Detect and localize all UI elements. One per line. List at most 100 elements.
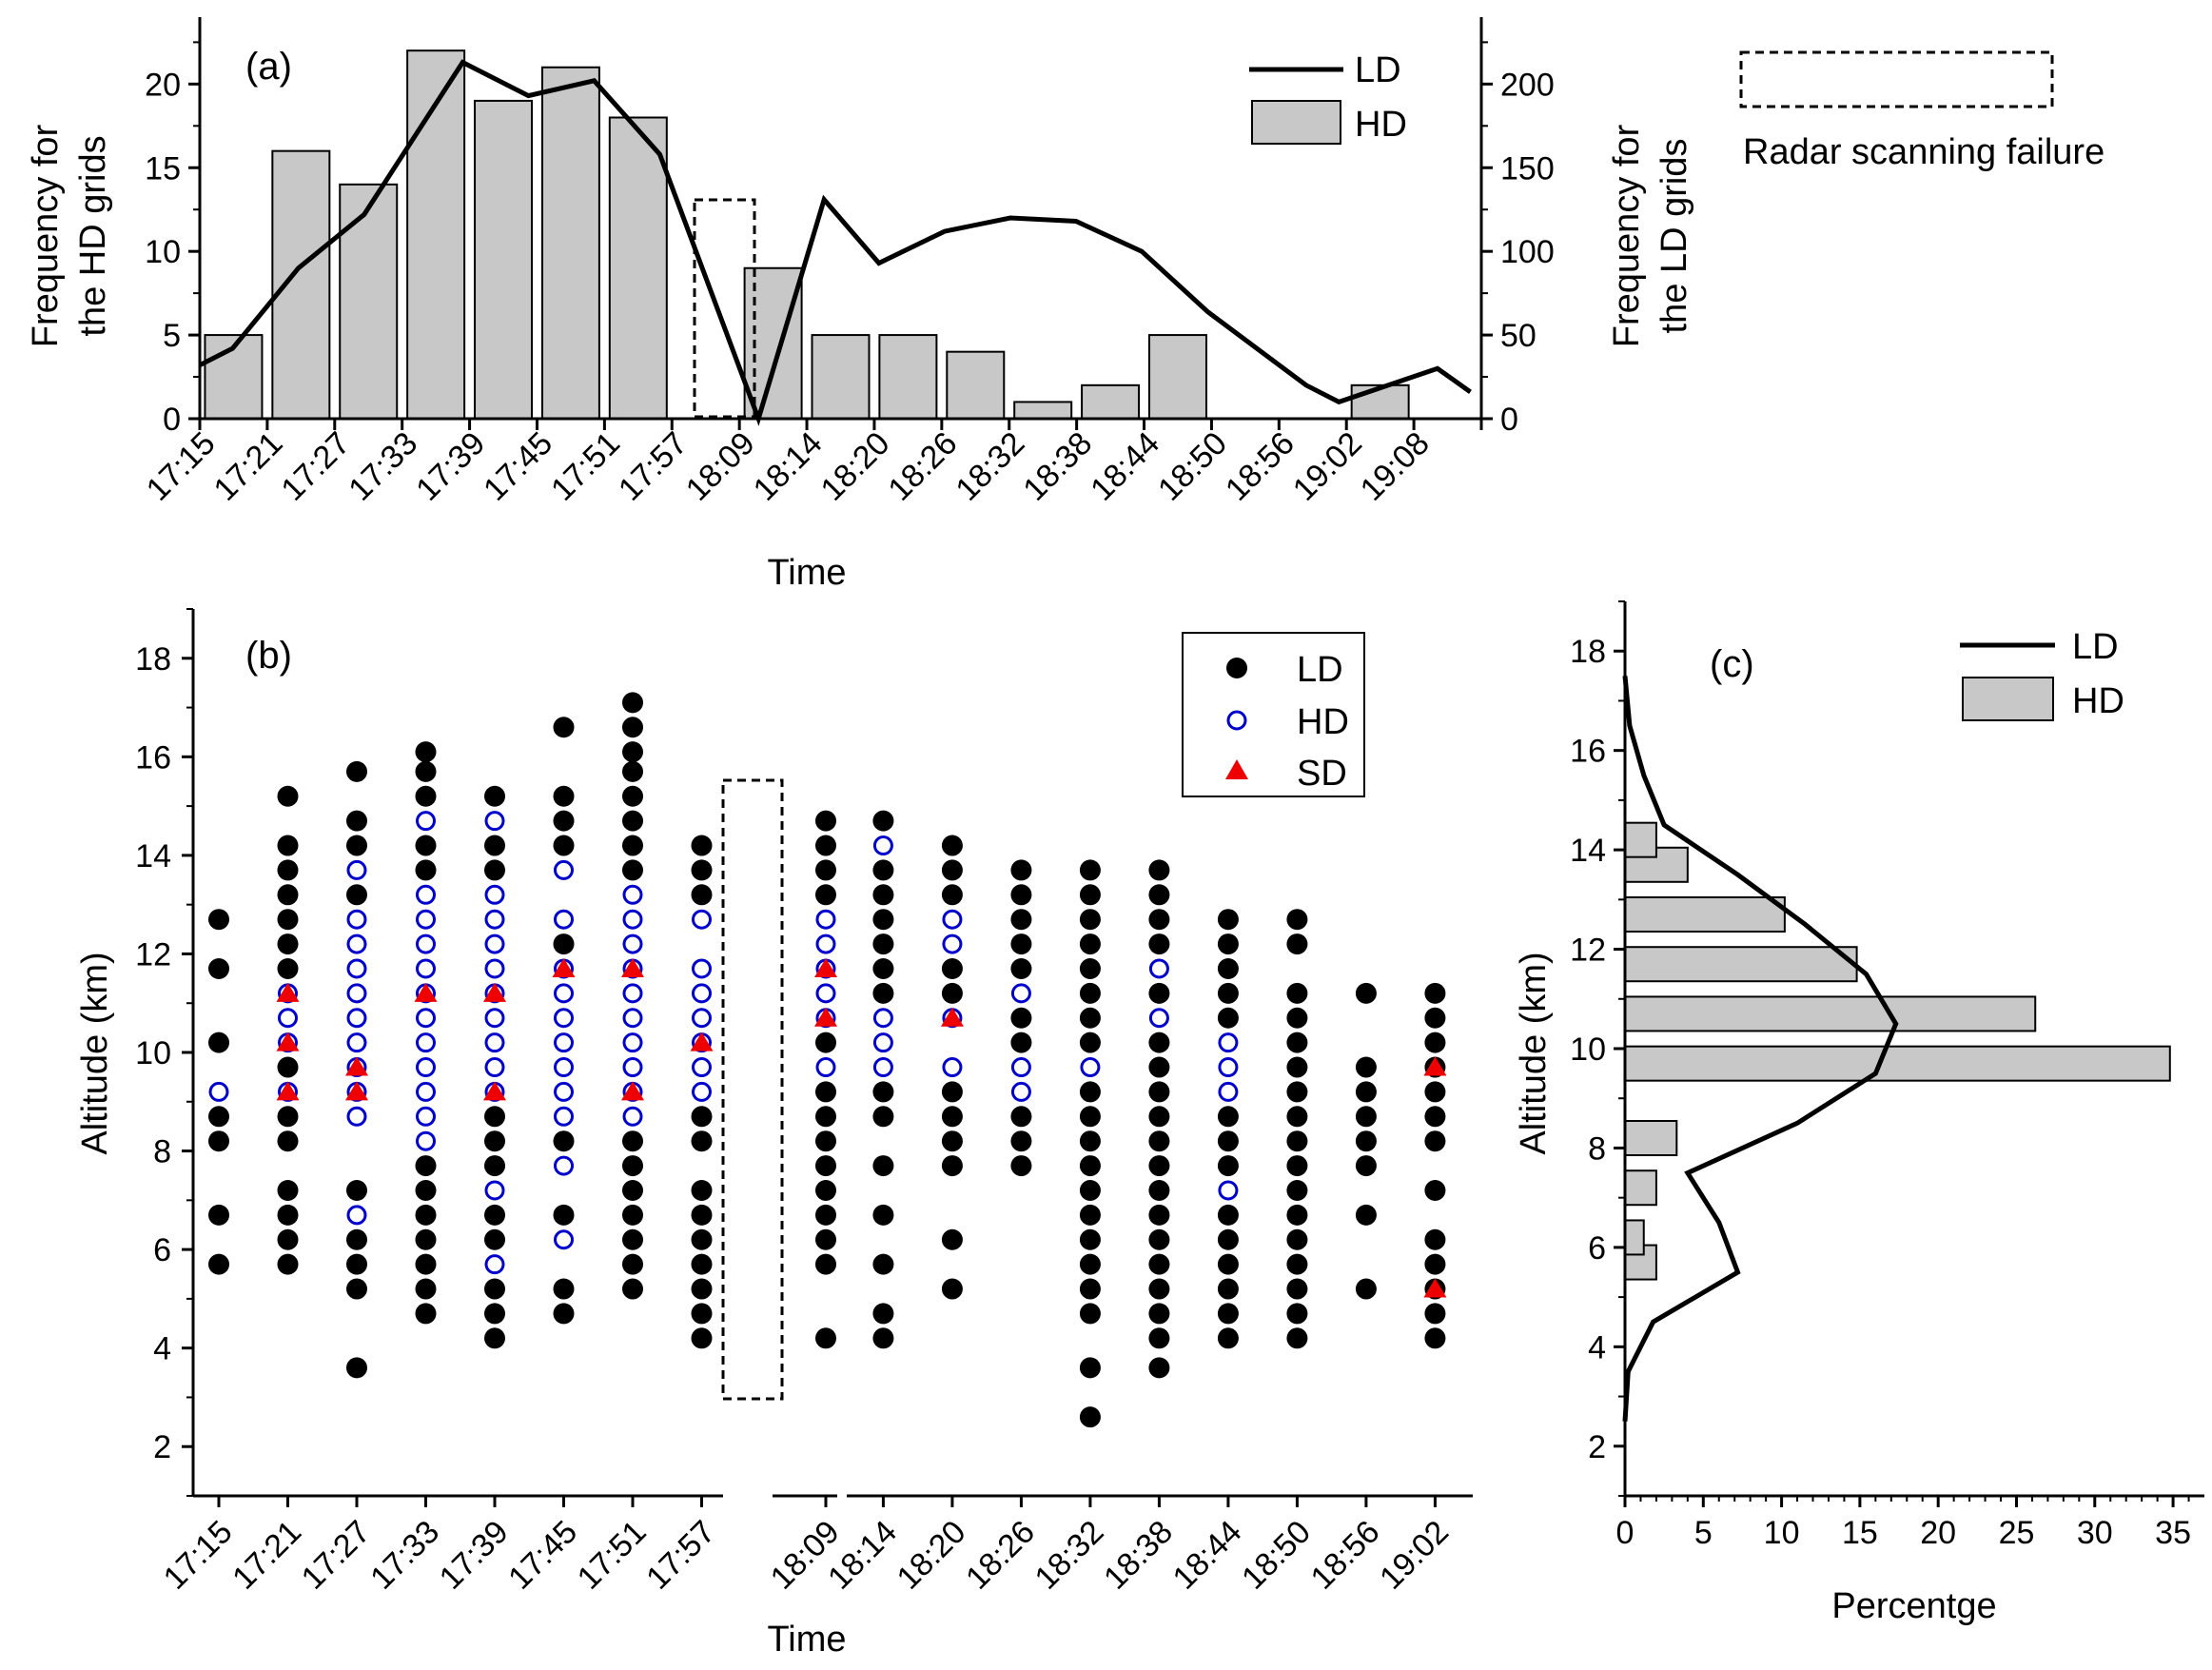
ld-point (691, 1204, 713, 1226)
ld-point (815, 884, 836, 906)
ld-point (277, 835, 299, 856)
ld-point (415, 835, 437, 856)
ld-point (346, 1228, 367, 1250)
sd-point (1423, 1278, 1447, 1298)
ld-point (277, 785, 299, 807)
ld-point (208, 1204, 229, 1226)
sd-point (276, 1031, 300, 1051)
ld-point (872, 982, 894, 1004)
x-tick-label: 15 (1842, 1515, 1878, 1551)
ld-point (484, 1327, 505, 1349)
ld-point (872, 1106, 894, 1128)
sd-point (940, 1007, 964, 1027)
x-tick-label: 17:57 (639, 1514, 722, 1597)
ld-point (1217, 909, 1239, 931)
hd-bar (1624, 821, 1657, 858)
panel-b-legend-frame (1182, 632, 1365, 797)
ld-point (1079, 957, 1101, 979)
x-tick-label: 18:38 (1097, 1514, 1180, 1597)
ld-point (872, 1204, 894, 1226)
y-tick-label: 16 (1570, 734, 1606, 770)
ld-point (1355, 1081, 1377, 1103)
ld-point (415, 785, 437, 807)
hd-point (622, 909, 643, 930)
x-tick-label: 17:21 (207, 425, 290, 508)
x-tick-label: 18:50 (1235, 1514, 1318, 1597)
ld-point (415, 1155, 437, 1177)
ld-point (691, 884, 713, 906)
panel-c-x-ticks: 0 5 10 15 20 25 30 35 (1616, 1496, 2191, 1551)
ld-point (1148, 1106, 1170, 1128)
hd-point (346, 983, 367, 1004)
ld-point (1148, 933, 1170, 955)
hd-point (484, 811, 505, 832)
ld-point (346, 884, 367, 906)
x-tick-label: 17:39 (409, 425, 492, 508)
hd-point (484, 1057, 505, 1078)
ld-point (1217, 1278, 1239, 1300)
ld-point (415, 1253, 437, 1275)
sd-point (483, 1081, 506, 1101)
panel-a-left-y-title: Frequency for the HD grids (26, 124, 113, 347)
ld-point (208, 957, 229, 979)
legend-hd-label: HD (2072, 681, 2124, 721)
ld-point (1286, 1056, 1308, 1078)
ld-point (622, 717, 643, 738)
ld-point (1286, 1253, 1308, 1275)
y-tick-label: 0 (1500, 402, 1518, 438)
x-tick-label: 17:45 (501, 1514, 584, 1597)
hd-bar (271, 149, 331, 421)
x-tick-label: 18:56 (1219, 425, 1302, 508)
ld-point (1286, 1130, 1308, 1152)
ld-point (484, 835, 505, 856)
ld-point (1010, 1106, 1032, 1128)
ld-point (1286, 1179, 1308, 1201)
hd-point (622, 1032, 643, 1053)
hd-point (942, 933, 963, 954)
x-tick-label: 19:02 (1373, 1514, 1456, 1597)
x-tick-label: 25 (1999, 1515, 2035, 1551)
panel-b-y-ticks: 2 4 6 8 10 12 14 16 18 (135, 608, 193, 1497)
y-tick-label: 14 (1570, 833, 1606, 869)
hd-point (416, 1130, 436, 1151)
y-tick-label: 100 (1500, 234, 1555, 270)
ld-point (346, 1278, 367, 1300)
ld-point (622, 741, 643, 763)
ld-point (872, 1303, 894, 1325)
hd-point (346, 958, 367, 979)
ld-point (872, 884, 894, 906)
ld-point (815, 1228, 836, 1250)
ld-point (941, 1155, 963, 1177)
ld-point (484, 1130, 505, 1152)
x-tick-label: 18:20 (814, 425, 897, 508)
hd-point (815, 983, 836, 1004)
hd-point (815, 1057, 836, 1078)
ld-point (872, 1253, 894, 1275)
ld-point (1217, 982, 1239, 1004)
y-tick-label: 6 (153, 1232, 171, 1268)
hd-point (346, 1008, 367, 1029)
ld-point (484, 1228, 505, 1250)
ld-point (622, 810, 643, 832)
ld-point (941, 957, 963, 979)
x-tick-label: 17:15 (140, 425, 223, 508)
ld-point (1010, 957, 1032, 979)
ld-point (1079, 1406, 1101, 1428)
legend-ld-label: LD (1297, 650, 1343, 690)
panel-b-x-ticks: 17:1517:2117:2717:3317:3917:4517:5117:57… (157, 1496, 1456, 1597)
ld-point (1217, 933, 1239, 955)
hd-point (484, 1032, 505, 1053)
ld-point (1148, 1130, 1170, 1152)
hd-point (622, 1008, 643, 1029)
ld-point (1079, 1130, 1101, 1152)
legend-hd-bar-swatch (1962, 677, 2054, 721)
hd-point (815, 933, 836, 954)
ld-point (622, 835, 643, 856)
hd-bar (1624, 1045, 2171, 1082)
sd-point (414, 982, 438, 1002)
ld-point (872, 1081, 894, 1103)
legend-hd-label: HD (1297, 702, 1349, 742)
hd-point (622, 1057, 643, 1078)
x-tick-label: 18:14 (747, 425, 830, 508)
sd-point (621, 1081, 644, 1101)
